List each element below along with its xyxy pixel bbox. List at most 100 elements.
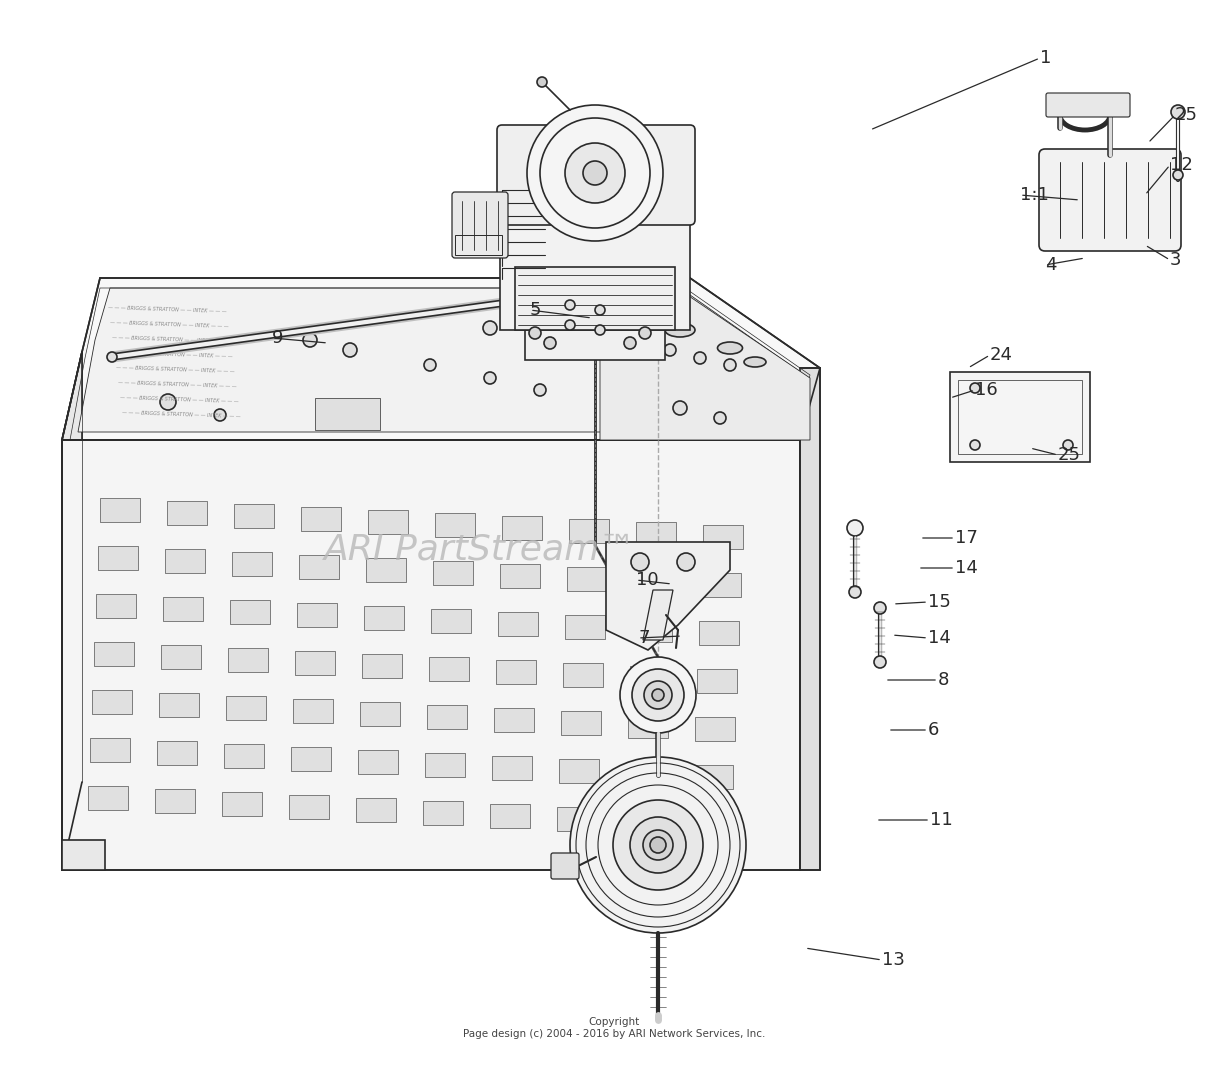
Circle shape xyxy=(619,657,696,733)
Polygon shape xyxy=(560,711,601,735)
Circle shape xyxy=(584,314,596,326)
Polygon shape xyxy=(643,590,673,640)
Text: — — — BRIGGS & STRATTON — — INTEK — — —: — — — BRIGGS & STRATTON — — INTEK — — — xyxy=(120,395,238,405)
Circle shape xyxy=(304,333,317,347)
Polygon shape xyxy=(500,564,540,588)
Text: — — — BRIGGS & STRATTON — — INTEK — — —: — — — BRIGGS & STRATTON — — INTEK — — — xyxy=(118,380,237,390)
Circle shape xyxy=(544,337,556,349)
Polygon shape xyxy=(626,761,666,786)
Text: 9: 9 xyxy=(272,329,284,347)
FancyBboxPatch shape xyxy=(551,853,579,879)
Text: 6: 6 xyxy=(928,721,939,739)
Text: — — — BRIGGS & STRATTON — — INTEK — — —: — — — BRIGGS & STRATTON — — INTEK — — — xyxy=(108,305,226,315)
Text: 4: 4 xyxy=(1045,256,1057,274)
Circle shape xyxy=(644,681,672,709)
Polygon shape xyxy=(696,716,735,741)
Text: — — — BRIGGS & STRATTON — — INTEK — — —: — — — BRIGGS & STRATTON — — INTEK — — — xyxy=(116,365,235,375)
Circle shape xyxy=(583,161,607,185)
Circle shape xyxy=(595,325,605,335)
Circle shape xyxy=(565,320,575,330)
Text: 3: 3 xyxy=(1170,251,1181,269)
Circle shape xyxy=(714,412,726,424)
Polygon shape xyxy=(61,278,820,440)
Circle shape xyxy=(484,372,497,384)
Circle shape xyxy=(694,352,705,364)
Polygon shape xyxy=(435,513,474,537)
Circle shape xyxy=(630,817,686,873)
Text: — — — BRIGGS & STRATTON — — INTEK — — —: — — — BRIGGS & STRATTON — — INTEK — — — xyxy=(111,320,229,330)
Text: 13: 13 xyxy=(882,951,905,969)
Polygon shape xyxy=(703,525,744,549)
Polygon shape xyxy=(77,288,800,432)
Text: 17: 17 xyxy=(955,529,978,547)
Ellipse shape xyxy=(665,323,696,337)
Polygon shape xyxy=(289,795,329,819)
Polygon shape xyxy=(433,561,473,585)
Polygon shape xyxy=(93,642,134,666)
Text: 7: 7 xyxy=(638,629,649,647)
Polygon shape xyxy=(88,786,128,810)
Circle shape xyxy=(565,300,575,310)
Circle shape xyxy=(970,383,980,393)
Polygon shape xyxy=(98,546,138,570)
Polygon shape xyxy=(501,516,542,540)
Circle shape xyxy=(613,800,703,890)
Circle shape xyxy=(849,586,862,598)
Polygon shape xyxy=(632,618,672,642)
Polygon shape xyxy=(229,648,268,672)
Polygon shape xyxy=(630,666,670,690)
Text: 25: 25 xyxy=(1058,446,1082,464)
Polygon shape xyxy=(628,714,669,738)
Polygon shape xyxy=(299,555,339,579)
Circle shape xyxy=(634,334,646,346)
Text: 15: 15 xyxy=(928,593,951,610)
Polygon shape xyxy=(565,615,605,639)
Text: — — — BRIGGS & STRATTON — — INTEK — — —: — — — BRIGGS & STRATTON — — INTEK — — — xyxy=(122,410,241,420)
Polygon shape xyxy=(291,746,331,771)
Polygon shape xyxy=(624,810,664,834)
Circle shape xyxy=(664,344,676,356)
Circle shape xyxy=(673,401,687,414)
Circle shape xyxy=(595,305,605,315)
Circle shape xyxy=(724,359,736,371)
Circle shape xyxy=(630,553,649,571)
Polygon shape xyxy=(96,594,136,618)
Circle shape xyxy=(565,144,626,203)
Polygon shape xyxy=(697,669,737,693)
Text: 1: 1 xyxy=(1040,49,1051,67)
Polygon shape xyxy=(301,507,340,531)
Circle shape xyxy=(537,77,547,87)
Polygon shape xyxy=(163,597,203,621)
Polygon shape xyxy=(425,753,465,776)
Circle shape xyxy=(214,409,226,421)
Text: ARI PartStream™: ARI PartStream™ xyxy=(323,533,637,567)
Polygon shape xyxy=(90,738,130,761)
Polygon shape xyxy=(167,501,206,525)
Polygon shape xyxy=(230,600,270,624)
Polygon shape xyxy=(559,759,599,783)
Circle shape xyxy=(847,521,863,536)
Circle shape xyxy=(554,314,567,326)
Polygon shape xyxy=(293,699,333,723)
FancyBboxPatch shape xyxy=(497,125,696,225)
Ellipse shape xyxy=(744,357,766,367)
Circle shape xyxy=(533,384,546,396)
Polygon shape xyxy=(569,519,610,543)
Polygon shape xyxy=(356,798,396,823)
Polygon shape xyxy=(364,606,404,630)
Polygon shape xyxy=(498,612,538,636)
Circle shape xyxy=(554,334,567,346)
Polygon shape xyxy=(455,235,501,255)
Text: Copyright
Page design (c) 2004 - 2016 by ARI Network Services, Inc.: Copyright Page design (c) 2004 - 2016 by… xyxy=(463,1017,766,1039)
Circle shape xyxy=(1172,170,1184,180)
Polygon shape xyxy=(490,804,530,828)
Circle shape xyxy=(653,689,664,702)
Polygon shape xyxy=(222,791,262,816)
Polygon shape xyxy=(606,542,730,650)
Polygon shape xyxy=(693,765,732,789)
Polygon shape xyxy=(567,567,607,591)
Polygon shape xyxy=(61,352,82,870)
Polygon shape xyxy=(61,440,800,870)
Polygon shape xyxy=(563,663,603,687)
Polygon shape xyxy=(500,130,689,330)
